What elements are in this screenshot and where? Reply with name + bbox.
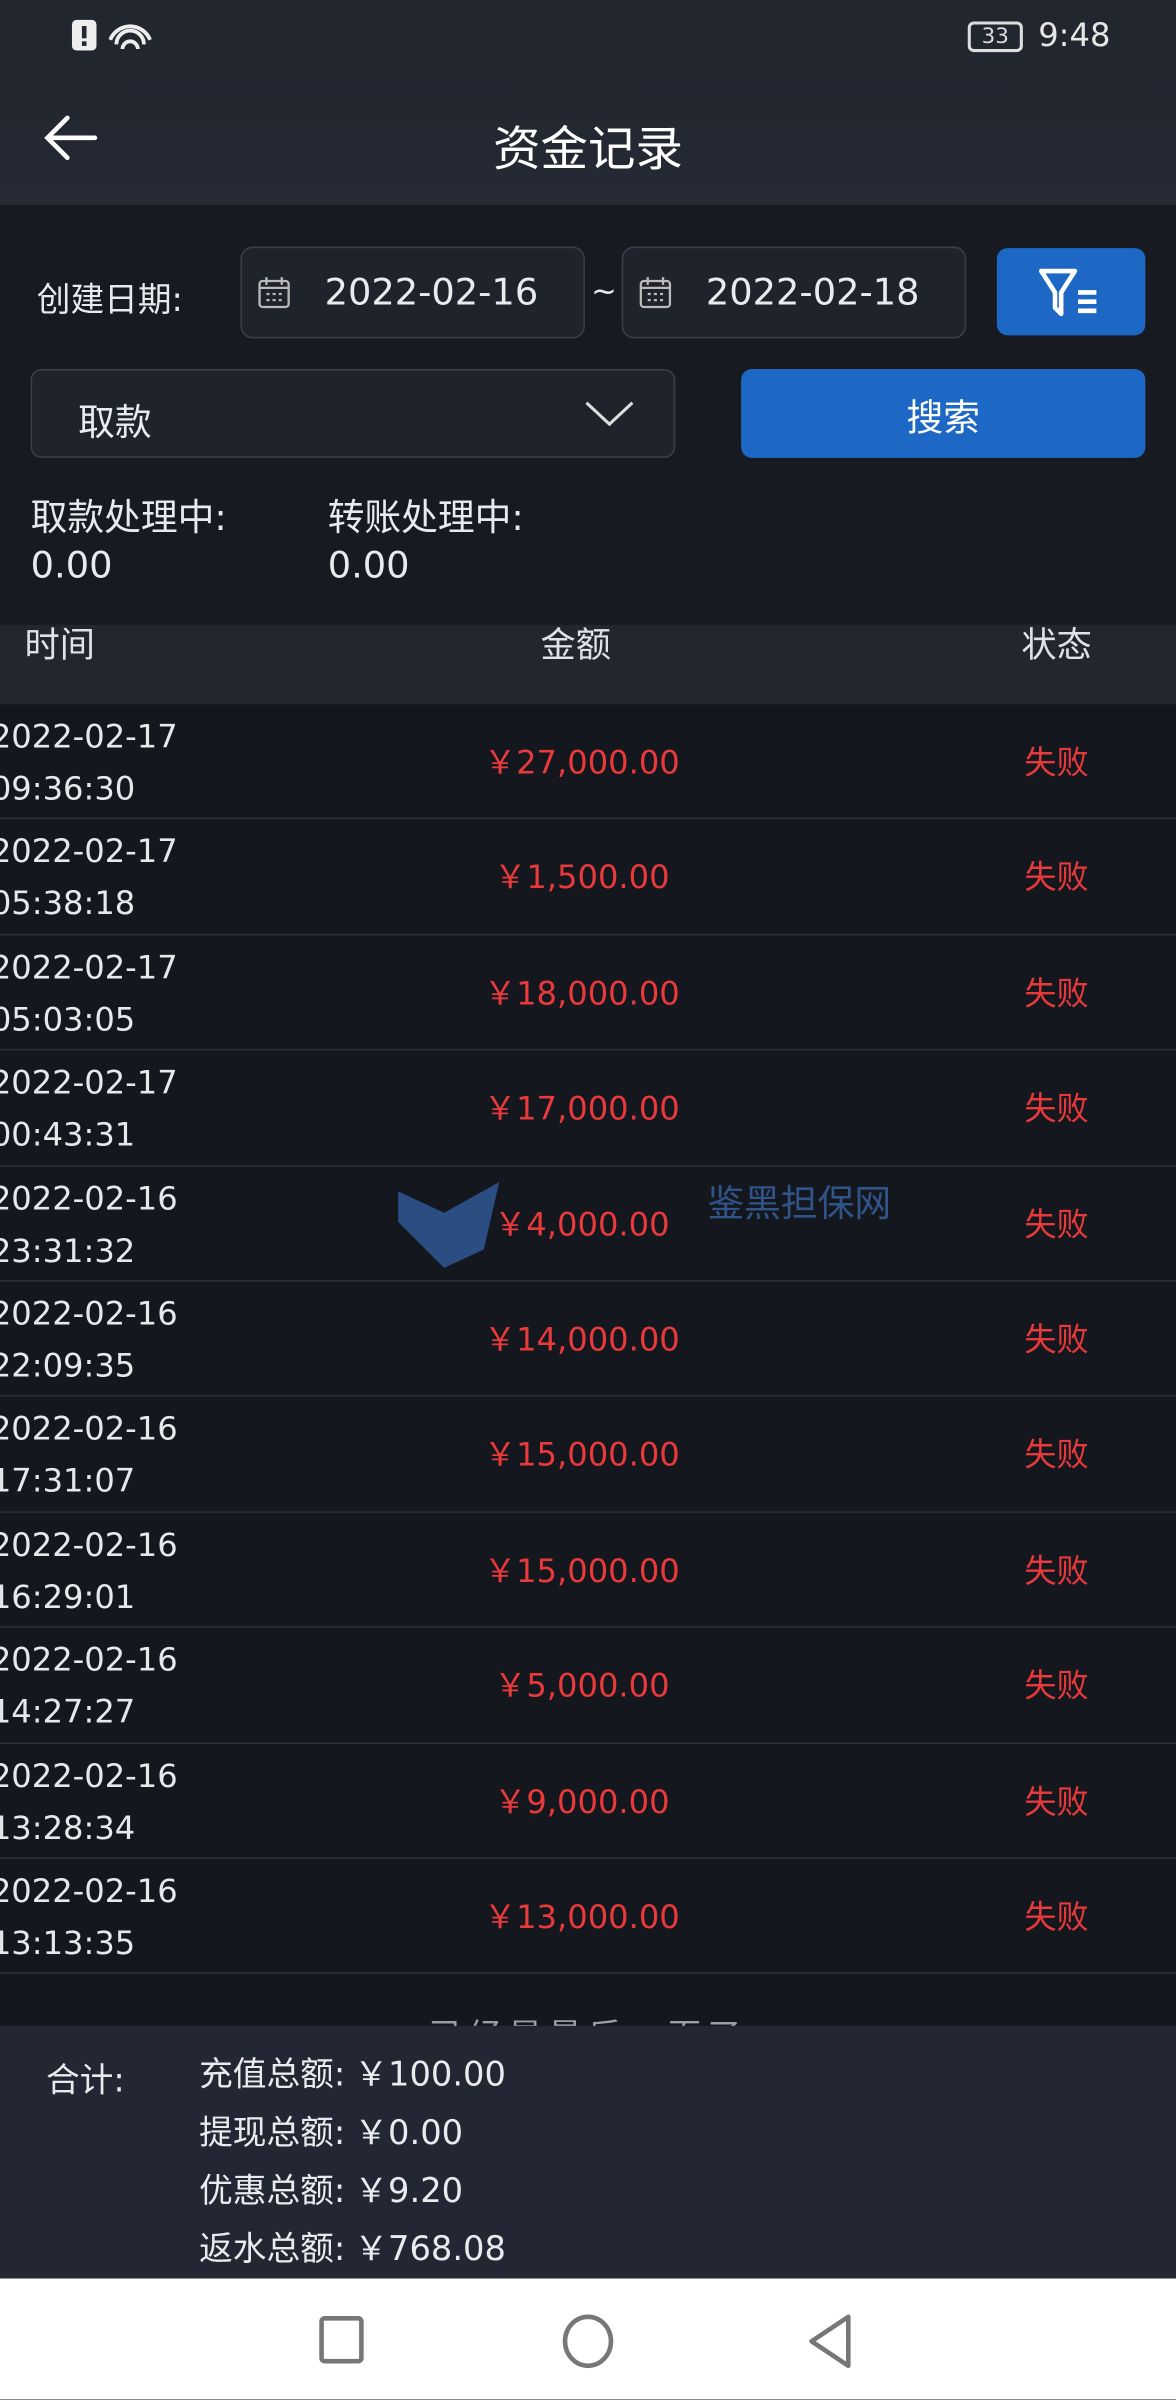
transfer-processing-label: 转账处理中: [327, 496, 524, 539]
row-status: 失败 [1024, 859, 1089, 897]
start-date-value: 2022-02-16 [324, 271, 539, 314]
filter-icon [1038, 267, 1096, 316]
calendar-icon [639, 277, 672, 309]
summary-deposit: 充值总额: ￥100.00 [199, 2056, 506, 2095]
header-time: 时间 [24, 626, 95, 667]
table-row[interactable]: 2022-02-16 13:28:34 ￥9,000.00 失败 [0, 1743, 1176, 1859]
home-icon[interactable] [560, 2312, 615, 2370]
row-datetime: 2022-02-16 16:29:01 [0, 1526, 178, 1616]
row-datetime: 2022-02-16 14:27:27 [0, 1641, 178, 1731]
header-amount: 金额 [540, 626, 611, 667]
app-header: 资金记录 [0, 76, 1176, 206]
row-amount: ￥9,000.00 [494, 1783, 670, 1821]
type-select[interactable]: 取款 [30, 369, 676, 458]
row-datetime: 2022-02-16 23:31:32 [0, 1179, 178, 1269]
back-nav-icon[interactable] [805, 2312, 857, 2370]
clock: 9:48 [1038, 16, 1111, 54]
search-button[interactable]: 搜索 [741, 369, 1146, 458]
row-status: 失败 [1024, 975, 1089, 1012]
summary-bonus: 优惠总额: ￥9.20 [199, 2172, 464, 2212]
date-separator: ~ [591, 272, 617, 310]
row-status: 失败 [1024, 744, 1089, 781]
chevron-down-icon [585, 401, 634, 427]
row-amount: ￥15,000.00 [483, 1552, 680, 1590]
row-datetime: 2022-02-16 22:09:35 [0, 1295, 178, 1385]
calendar-icon [258, 277, 290, 309]
row-status: 失败 [1024, 1206, 1089, 1243]
table-row[interactable]: 2022-02-17 05:03:05 ￥18,000.00 失败 [0, 935, 1176, 1051]
notification-wifi-icon [71, 19, 152, 51]
row-amount: ￥18,000.00 [483, 975, 680, 1012]
row-datetime: 2022-02-16 13:13:35 [0, 1872, 178, 1962]
date-label: 创建日期: [36, 281, 183, 321]
row-datetime: 2022-02-17 05:38:18 [0, 833, 178, 923]
table-row[interactable]: 2022-02-16 16:29:01 ￥15,000.00 失败 [0, 1512, 1176, 1629]
row-datetime: 2022-02-17 09:36:30 [0, 718, 178, 807]
battery-icon: 33 [967, 21, 1023, 53]
summary-withdraw: 提现总额: ￥0.00 [199, 2114, 464, 2153]
page-title: 资金记录 [493, 122, 683, 178]
summary-panel: 合计: 充值总额: ￥100.00 提现总额: ￥0.00 优惠总额: ￥9.20 返… [0, 2025, 1176, 2279]
type-select-value: 取款 [78, 401, 152, 445]
row-amount: ￥13,000.00 [483, 1898, 680, 1936]
withdraw-processing-value: 0.00 [30, 543, 113, 587]
row-amount: ￥17,000.00 [483, 1090, 680, 1128]
table-row[interactable]: 2022-02-16 23:31:32 ￥4,000.00 失败 [0, 1166, 1176, 1282]
row-datetime: 2022-02-17 00:43:31 [0, 1064, 178, 1154]
header-status: 状态 [1021, 626, 1092, 667]
row-amount: ￥15,000.00 [483, 1436, 680, 1474]
end-date-field[interactable]: 2022-02-18 [621, 246, 967, 339]
system-nav-bar [0, 2278, 1176, 2400]
watermark-text: 鉴黑担保网 [707, 1182, 892, 1225]
table-row[interactable]: 2022-02-16 14:27:27 ￥5,000.00 失败 [0, 1628, 1176, 1744]
start-date-field[interactable]: 2022-02-16 [240, 246, 585, 339]
filter-panel: 创建日期: 2022-02-16 ~ 2022-02-18 取款 搜索 取款处理… [0, 205, 1176, 625]
table-row[interactable]: 2022-02-17 09:36:30 ￥27,000.00 失败 [0, 704, 1176, 820]
row-datetime: 2022-02-16 13:28:34 [0, 1757, 178, 1847]
row-status: 失败 [1024, 1667, 1089, 1705]
row-amount: ￥27,000.00 [483, 744, 680, 781]
table-row[interactable]: 2022-02-16 13:13:35 ￥13,000.00 失败 [0, 1858, 1176, 1975]
row-status: 失败 [1024, 1552, 1089, 1590]
watermark-logo [398, 1182, 500, 1268]
table-row[interactable]: 2022-02-17 00:43:31 ￥17,000.00 失败 [0, 1050, 1176, 1167]
row-status: 失败 [1024, 1783, 1089, 1821]
row-datetime: 2022-02-17 05:03:05 [0, 949, 178, 1038]
row-status: 失败 [1024, 1898, 1089, 1936]
row-amount: ￥1,500.00 [494, 859, 670, 897]
summary-label: 合计: [45, 2062, 125, 2101]
table-row[interactable]: 2022-02-16 22:09:35 ￥14,000.00 失败 [0, 1281, 1176, 1398]
transfer-processing-value: 0.00 [327, 543, 410, 587]
row-status: 失败 [1024, 1436, 1089, 1474]
summary-rebate: 返水总额: ￥768.08 [199, 2231, 506, 2270]
row-datetime: 2022-02-16 17:31:07 [0, 1410, 178, 1500]
row-amount: ￥4,000.00 [494, 1206, 670, 1243]
end-date-value: 2022-02-18 [705, 271, 920, 314]
table-row[interactable]: 2022-02-17 05:38:18 ￥1,500.00 失败 [0, 819, 1176, 936]
row-status: 失败 [1024, 1321, 1089, 1359]
row-status: 失败 [1024, 1090, 1089, 1128]
recent-apps-icon[interactable] [319, 2315, 368, 2367]
end-of-list-note: 已经是最后一页了 [0, 1997, 1176, 2027]
table-row[interactable]: 2022-02-16 17:31:07 ￥15,000.00 失败 [0, 1397, 1176, 1513]
table-header: 时间 金额 状态 [0, 624, 1176, 705]
withdraw-processing-label: 取款处理中: [30, 496, 227, 539]
row-amount: ￥14,000.00 [483, 1321, 680, 1359]
back-arrow-icon[interactable] [40, 107, 101, 168]
row-amount: ￥5,000.00 [494, 1667, 670, 1705]
filter-button[interactable] [996, 248, 1146, 336]
status-bar: 33 9:48 [0, 0, 1176, 77]
